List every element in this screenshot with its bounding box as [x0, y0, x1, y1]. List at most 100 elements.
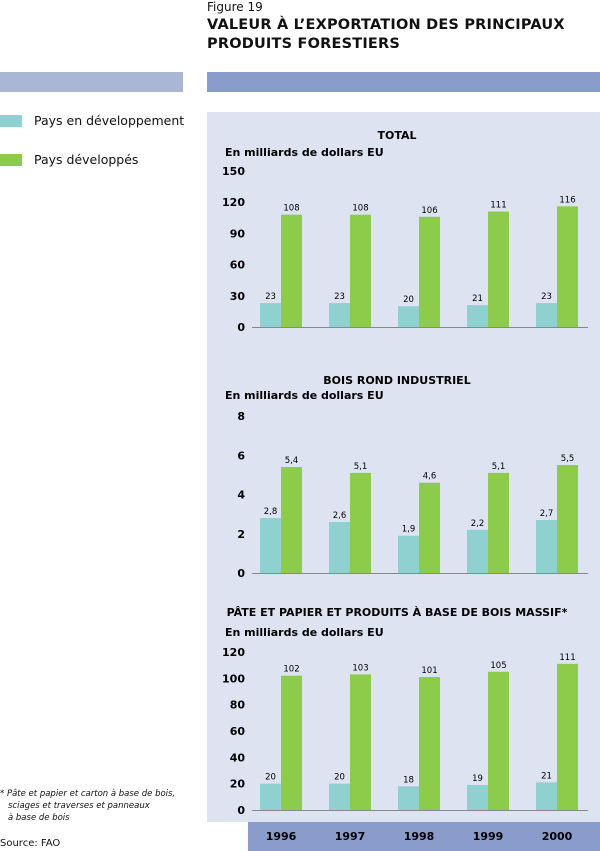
bar-2-0-3 [467, 784, 488, 810]
legend-label-developing: Pays en développement [34, 113, 185, 128]
x-tick-label-1: 1997 [335, 830, 366, 843]
bar-label-2-1-4: 111 [559, 653, 575, 663]
bar-label-0-1-1: 108 [352, 204, 368, 214]
bar-label-1-0-4: 2,7 [540, 509, 554, 519]
bar-0-1-3 [488, 211, 509, 327]
bar-label-2-1-0: 102 [283, 665, 299, 675]
y-tick-label-2-1: 20 [230, 778, 246, 791]
bar-label-0-0-1: 23 [334, 292, 345, 302]
bar-1-1-3 [488, 472, 509, 573]
bar-0-1-1 [350, 214, 371, 327]
bar-2-0-0 [260, 783, 281, 810]
chart-title-0: TOTAL [377, 129, 416, 142]
bar-label-1-0-3: 2,2 [471, 519, 485, 529]
bar-label-1-0-0: 2,8 [264, 507, 278, 517]
bar-2-0-1 [329, 783, 350, 810]
chart-ylabel-0: En milliards de dollars EU [225, 146, 384, 159]
bar-label-0-1-3: 111 [490, 201, 506, 211]
figure-title-line2: PRODUITS FORESTIERS [207, 36, 401, 52]
y-tick-label-2-6: 120 [222, 646, 245, 659]
bar-2-1-0 [281, 675, 302, 810]
bar-0-1-2 [419, 216, 440, 327]
bar-label-2-1-1: 103 [352, 663, 368, 673]
bar-0-0-4 [536, 303, 557, 327]
bar-label-1-0-2: 1,9 [402, 525, 416, 535]
bar-label-0-1-0: 108 [283, 204, 299, 214]
legend-swatch-developed [0, 154, 22, 166]
bar-2-1-4 [557, 663, 578, 810]
bar-label-2-0-0: 20 [265, 773, 276, 783]
chart-ylabel-2: En milliards de dollars EU [225, 626, 384, 639]
y-tick-label-0-1: 30 [230, 290, 246, 303]
bar-2-1-2 [419, 677, 440, 810]
bar-1-1-4 [557, 465, 578, 573]
x-tick-label-3: 1999 [473, 830, 504, 843]
bar-label-2-1-3: 105 [490, 661, 506, 671]
footnote-line1: * Pâte et papier et carton à base de boi… [0, 789, 176, 799]
bar-1-1-0 [281, 467, 302, 573]
bar-label-1-1-0: 5,4 [285, 456, 299, 466]
bar-label-1-1-3: 5,1 [492, 462, 506, 472]
x-tick-label-2: 1998 [404, 830, 435, 843]
bar-1-1-1 [350, 472, 371, 573]
bar-label-1-1-2: 4,6 [423, 472, 437, 482]
y-tick-label-1-1: 2 [237, 528, 245, 541]
bar-label-2-0-2: 18 [403, 775, 414, 785]
bar-label-2-0-3: 19 [472, 774, 483, 784]
y-tick-label-1-4: 8 [237, 410, 245, 423]
chart-title-1: BOIS ROND INDUSTRIEL [323, 374, 470, 387]
bar-1-0-4 [536, 520, 557, 573]
bar-1-0-0 [260, 518, 281, 573]
y-tick-label-2-2: 40 [230, 751, 246, 764]
y-tick-label-1-0: 0 [237, 567, 245, 580]
bar-1-0-2 [398, 535, 419, 573]
x-tick-label-4: 2000 [542, 830, 573, 843]
bar-0-1-4 [557, 206, 578, 327]
bar-label-2-0-4: 21 [541, 771, 552, 781]
chart-panel [207, 112, 600, 822]
bar-1-0-1 [329, 521, 350, 573]
footnote-line2: sciages et traverses et panneaux [8, 801, 150, 811]
bar-2-1-3 [488, 671, 509, 810]
bar-label-0-0-2: 20 [403, 295, 414, 305]
bar-label-1-1-4: 5,5 [561, 454, 575, 464]
bar-label-0-0-3: 21 [472, 294, 483, 304]
year-axis-band [248, 822, 600, 851]
source: Source: FAO [0, 838, 61, 849]
legend-swatch-developing [0, 115, 22, 127]
figure-label: Figure 19 [207, 0, 263, 14]
bar-label-0-0-0: 23 [265, 292, 276, 302]
bar-label-1-0-1: 2,6 [333, 511, 347, 521]
bar-label-1-1-1: 5,1 [354, 462, 368, 472]
left-header-band [0, 72, 183, 92]
y-tick-label-2-0: 0 [237, 804, 245, 817]
bar-2-0-2 [398, 786, 419, 810]
y-tick-label-1-2: 4 [237, 489, 245, 502]
chart-title-2: PÂTE ET PAPIER ET PRODUITS À BASE DE BOI… [227, 606, 568, 619]
y-tick-label-1-3: 6 [237, 449, 245, 462]
bar-0-0-1 [329, 303, 350, 327]
y-tick-label-0-0: 0 [237, 321, 245, 334]
figure-title: VALEUR À L’EXPORTATION DES PRINCIPAUX PR… [207, 16, 565, 54]
y-tick-label-0-5: 150 [222, 165, 245, 178]
bar-2-1-1 [350, 674, 371, 810]
bar-label-2-1-2: 101 [421, 666, 437, 676]
footnote: * Pâte et papier et carton à base de boi… [0, 788, 175, 824]
bar-0-1-0 [281, 214, 302, 327]
bar-2-0-4 [536, 782, 557, 810]
y-tick-label-2-5: 100 [222, 672, 245, 685]
bar-label-0-1-4: 116 [559, 195, 575, 205]
bar-0-0-0 [260, 303, 281, 327]
bar-1-0-3 [467, 529, 488, 573]
figure-title-line1: VALEUR À L’EXPORTATION DES PRINCIPAUX [207, 17, 565, 33]
y-tick-label-2-4: 80 [230, 699, 246, 712]
bar-1-1-2 [419, 482, 440, 573]
bar-label-2-0-1: 20 [334, 773, 345, 783]
bar-label-0-0-4: 23 [541, 292, 552, 302]
y-tick-label-0-2: 60 [230, 259, 246, 272]
right-header-band [207, 72, 600, 92]
bar-0-0-3 [467, 305, 488, 327]
y-tick-label-0-4: 120 [222, 196, 245, 209]
y-tick-label-0-3: 90 [230, 227, 246, 240]
